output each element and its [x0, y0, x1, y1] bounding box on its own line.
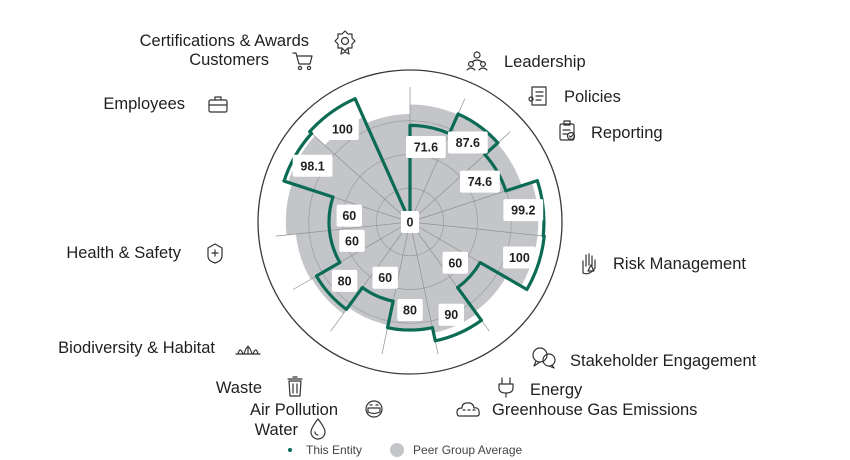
- value-label-box: [503, 199, 544, 222]
- value-label-leadership: 71.6: [406, 136, 446, 158]
- grid-spoke-12: [275, 221, 411, 237]
- certifications-awards-icon: [334, 30, 356, 55]
- waste-icon: [287, 376, 303, 397]
- category-label-customers: Customers: [189, 51, 269, 69]
- value-label-box: [397, 299, 423, 321]
- customers-icon: [292, 52, 313, 71]
- this-entity-legend-label: This Entity: [306, 443, 363, 457]
- this-entity-outline: [282, 97, 546, 343]
- value-label-air-pollution: 60: [372, 266, 398, 289]
- value-label-risk-management: 99.2: [503, 199, 544, 222]
- this-entity-legend-marker: [288, 448, 292, 452]
- leadership-icon: [466, 51, 488, 71]
- value-label-greenhouse-gas-emissions: 90: [438, 303, 464, 326]
- air-pollution-icon: [365, 400, 383, 418]
- value-label-text: 100: [332, 123, 353, 137]
- value-label-biodiversity-habitat: 60: [339, 229, 365, 252]
- value-label-text: 80: [403, 304, 417, 318]
- value-label-box: [447, 131, 488, 154]
- water-icon: [310, 418, 326, 440]
- radar-outer-ring: [257, 69, 563, 375]
- value-label-text: 80: [338, 274, 352, 288]
- greenhouse-gas-emissions-icon: [456, 402, 480, 417]
- category-label-waste: Waste: [216, 379, 262, 397]
- value-label-box: [503, 246, 536, 269]
- category-label-leadership: Leadership: [504, 53, 586, 71]
- value-label-stakeholder-engagement: 100: [503, 246, 536, 269]
- policies-icon: [528, 86, 547, 106]
- value-label-water: 80: [397, 299, 423, 321]
- value-label-text: 60: [448, 256, 462, 270]
- grid-spoke-11: [292, 221, 411, 290]
- value-label-health-safety: 60: [336, 204, 362, 227]
- category-label-employees: Employees: [103, 95, 185, 113]
- reporting-icon: [559, 120, 576, 141]
- value-label-box: [372, 266, 398, 289]
- value-label-box: [438, 303, 464, 326]
- value-label-customers: 100: [326, 118, 359, 140]
- category-label-risk-management: Risk Management: [613, 255, 746, 273]
- category-label-water: Water: [255, 421, 299, 439]
- value-label-text: 98.1: [300, 159, 324, 173]
- value-label-text: 100: [509, 251, 530, 265]
- value-label-box: [336, 204, 362, 227]
- value-label-text: 0: [407, 216, 414, 230]
- value-label-text: 60: [342, 209, 356, 223]
- value-label-box: [406, 136, 446, 158]
- category-label-air-pollution: Air Pollution: [250, 401, 338, 419]
- value-label-box: [331, 269, 358, 292]
- value-label-box: [400, 211, 420, 233]
- peer-group-legend-label: Peer Group Average: [413, 443, 523, 457]
- category-label-certifications-awards: Certifications & Awards: [140, 32, 309, 50]
- peer-group-legend-marker: [390, 443, 405, 457]
- grid-spoke-14: [309, 131, 411, 223]
- value-label-text: 90: [444, 308, 458, 322]
- value-label-reporting: 74.6: [460, 170, 500, 193]
- value-label-waste: 80: [331, 269, 358, 292]
- biodiversity-habitat-icon: [235, 345, 261, 355]
- peer-wedge-risk-management: [410, 182, 539, 236]
- value-label-text: 99.2: [511, 204, 535, 218]
- value-label-certifications-awards: 0: [400, 211, 420, 233]
- grid-spoke-10: [330, 221, 411, 332]
- value-label-box: [292, 154, 333, 177]
- energy-icon: [498, 377, 514, 398]
- employees-icon: [208, 96, 228, 113]
- grid-spoke-5: [409, 221, 545, 237]
- value-label-text: 71.6: [414, 141, 438, 155]
- category-label-greenhouse-gas-emissions: Greenhouse Gas Emissions: [492, 401, 697, 419]
- stakeholder-engagement-icon: [532, 347, 556, 369]
- value-label-box: [326, 118, 359, 140]
- value-label-text: 60: [345, 234, 359, 248]
- value-label-box: [442, 251, 468, 274]
- category-label-health-safety: Health & Safety: [66, 244, 181, 262]
- value-label-policies: 87.6: [447, 131, 488, 154]
- value-label-text: 87.6: [456, 136, 480, 150]
- legend: This Entity Peer Group Average: [288, 441, 522, 459]
- category-label-policies: Policies: [564, 88, 621, 106]
- value-label-text: 60: [378, 271, 392, 285]
- value-label-box: [339, 229, 365, 252]
- category-label-energy: Energy: [530, 381, 583, 399]
- category-label-stakeholder-engagement: Stakeholder Engagement: [570, 352, 757, 370]
- peer-wedge-stakeholder-engagement: [410, 222, 538, 287]
- value-label-text: 74.6: [468, 175, 492, 189]
- health-safety-icon: [207, 243, 223, 264]
- value-label-energy: 60: [442, 251, 468, 274]
- value-label-box: [460, 170, 500, 193]
- risk-management-icon: [582, 253, 596, 275]
- category-label-biodiversity-habitat: Biodiversity & Habitat: [58, 339, 215, 357]
- category-label-reporting: Reporting: [591, 124, 663, 142]
- value-label-employees: 98.1: [292, 154, 333, 177]
